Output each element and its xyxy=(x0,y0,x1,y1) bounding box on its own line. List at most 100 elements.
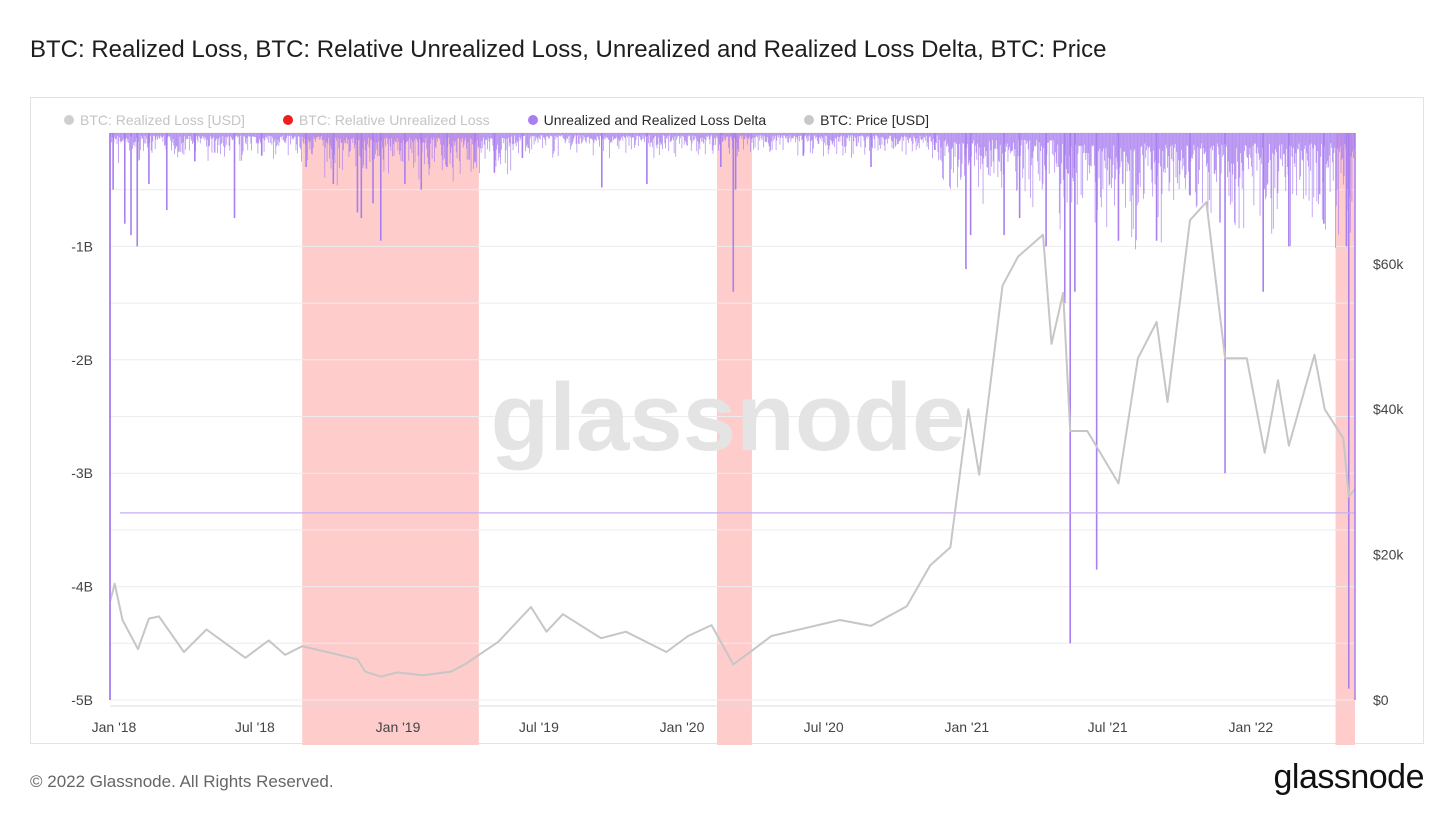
delta-bar xyxy=(1009,133,1011,154)
delta-bar xyxy=(827,133,829,155)
delta-bar xyxy=(146,133,148,148)
delta-bar xyxy=(956,133,957,145)
delta-bar xyxy=(464,133,466,141)
delta-bar xyxy=(543,133,545,138)
delta-bar xyxy=(395,133,397,142)
delta-bar xyxy=(640,133,642,140)
delta-bar xyxy=(890,133,891,136)
delta-bar xyxy=(1081,133,1083,147)
delta-bar xyxy=(143,133,145,144)
delta-bar xyxy=(518,133,519,154)
delta-bar xyxy=(339,133,341,139)
delta-bar xyxy=(1150,133,1152,170)
glassnode-logo[interactable]: glassnode xyxy=(1273,758,1424,796)
delta-bar xyxy=(180,133,182,152)
delta-bar xyxy=(316,133,318,139)
delta-bar xyxy=(451,133,452,148)
delta-bar xyxy=(598,133,600,140)
delta-bar xyxy=(246,133,248,139)
delta-bar xyxy=(516,133,518,141)
delta-bar xyxy=(1055,133,1056,153)
delta-bar xyxy=(1202,133,1204,149)
delta-bar xyxy=(1272,133,1274,229)
delta-bar xyxy=(707,133,709,136)
delta-bar xyxy=(1293,133,1294,148)
delta-bar xyxy=(1194,133,1196,151)
delta-bar xyxy=(944,133,946,157)
legend-item-loss-delta[interactable]: Unrealized and Realized Loss Delta xyxy=(527,112,766,128)
delta-bar xyxy=(497,133,499,161)
legend-item-btc-price[interactable]: BTC: Price [USD] xyxy=(804,112,929,128)
delta-bar xyxy=(721,133,723,142)
delta-bar xyxy=(480,133,482,153)
delta-bar xyxy=(730,133,732,137)
delta-bar xyxy=(451,133,453,168)
delta-bar xyxy=(1192,133,1194,155)
delta-bar xyxy=(950,133,952,170)
delta-bar xyxy=(1154,133,1156,185)
delta-bar xyxy=(978,133,980,148)
delta-bar xyxy=(1274,133,1276,188)
delta-bar xyxy=(767,133,769,144)
delta-bar-spike xyxy=(136,133,139,247)
delta-bar xyxy=(168,133,170,138)
delta-bar xyxy=(212,133,214,139)
delta-bar xyxy=(1255,133,1257,154)
delta-bar xyxy=(275,133,277,155)
delta-bar xyxy=(297,133,299,137)
delta-bar xyxy=(199,133,201,144)
delta-bar xyxy=(942,133,944,180)
delta-bar xyxy=(1198,133,1199,185)
delta-bar xyxy=(184,133,186,137)
delta-bar xyxy=(1022,133,1024,178)
legend: BTC: Realized Loss [USD] BTC: Relative U… xyxy=(64,111,967,129)
delta-bar xyxy=(939,133,941,160)
delta-bar xyxy=(765,133,767,143)
delta-bar xyxy=(238,133,240,145)
delta-bar xyxy=(407,133,409,141)
delta-bar xyxy=(1132,133,1133,196)
delta-bar xyxy=(945,133,947,140)
delta-bar xyxy=(1030,133,1032,166)
delta-bar xyxy=(1210,133,1212,214)
delta-bar xyxy=(1221,133,1223,145)
delta-bar xyxy=(1124,133,1126,152)
delta-bar xyxy=(794,133,796,136)
legend-item-realized-loss[interactable]: BTC: Realized Loss [USD] xyxy=(64,112,245,128)
delta-bar xyxy=(488,133,490,142)
delta-bar xyxy=(648,133,649,144)
delta-bar xyxy=(481,133,483,141)
delta-bar xyxy=(1106,133,1108,228)
delta-bar xyxy=(302,133,304,142)
delta-bar xyxy=(283,133,284,141)
delta-bar xyxy=(644,133,646,137)
delta-bar xyxy=(599,133,600,147)
delta-bar xyxy=(820,133,822,137)
delta-bar xyxy=(932,133,934,139)
delta-bar xyxy=(946,133,947,147)
legend-item-relative-unrealized-loss[interactable]: BTC: Relative Unrealized Loss xyxy=(282,112,490,128)
delta-bar xyxy=(1107,133,1109,158)
delta-bar xyxy=(882,133,884,137)
delta-bar xyxy=(565,133,567,141)
delta-bar xyxy=(427,133,428,158)
delta-bar xyxy=(142,133,144,139)
delta-bar xyxy=(1256,133,1258,171)
delta-bar xyxy=(231,133,233,141)
delta-bar xyxy=(576,133,578,153)
delta-bar xyxy=(173,133,175,146)
delta-bar xyxy=(666,133,668,139)
delta-bar xyxy=(1300,133,1301,177)
delta-bar xyxy=(737,133,739,150)
delta-bar xyxy=(1314,133,1316,146)
delta-bar xyxy=(269,133,271,144)
delta-bar xyxy=(160,133,162,138)
delta-bar xyxy=(634,133,635,148)
delta-bar xyxy=(614,133,616,139)
delta-bar xyxy=(999,133,1001,145)
delta-bar-spike xyxy=(446,133,448,168)
delta-bar xyxy=(431,133,433,159)
delta-bar xyxy=(433,133,435,138)
delta-bar xyxy=(1247,133,1249,170)
